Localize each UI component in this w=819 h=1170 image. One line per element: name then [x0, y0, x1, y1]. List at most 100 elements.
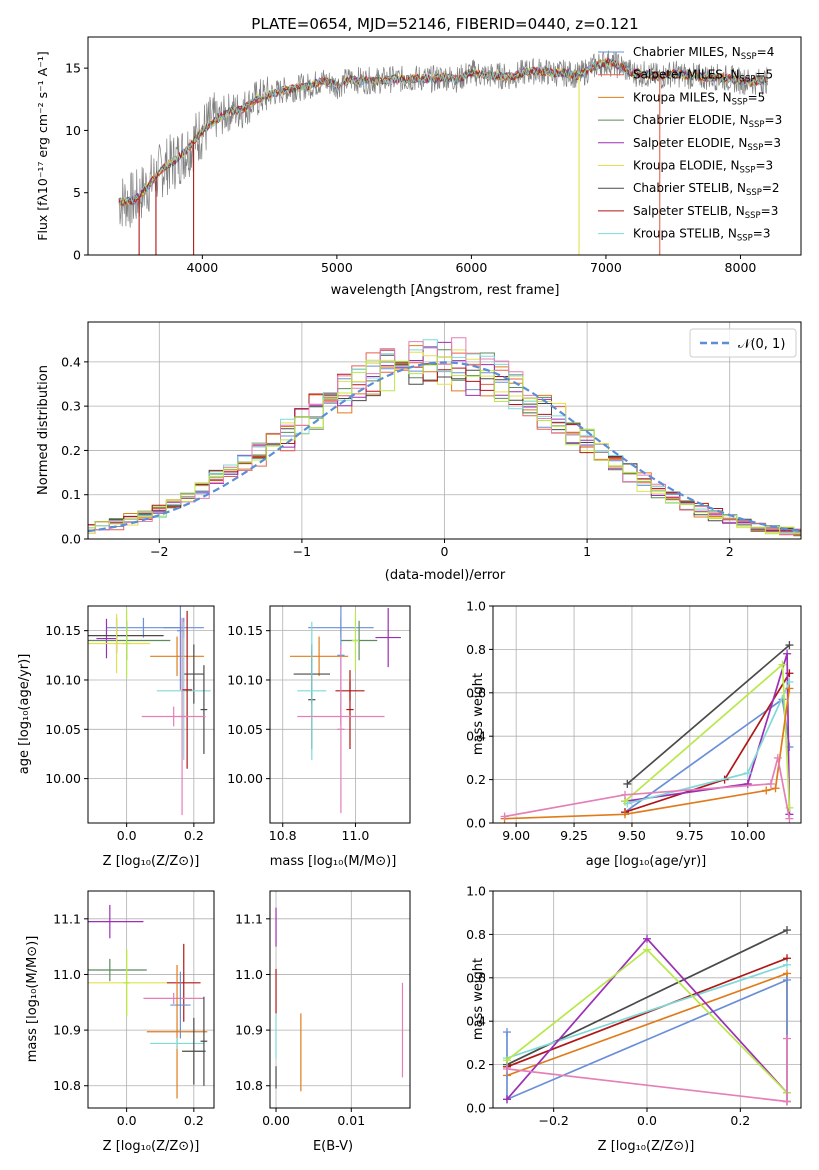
y-tick-label: 10.8: [235, 1078, 263, 1093]
y-tick-label: 0.1: [61, 487, 81, 502]
y-tick-label: 10.15: [227, 623, 263, 638]
mZ-x-label: Z [log₁₀(Z/Z⊙)]: [103, 1139, 200, 1154]
x-tick-label: 2: [726, 544, 734, 559]
age-vs-metallicity-panel: 0.0 0.2 10.00 10.05 10.10 10.15: [45, 605, 215, 843]
normal-curve: [88, 361, 801, 533]
spectrum-y-label: Flux [fλ10⁻¹⁷ erg cm⁻² s⁻¹ A⁻¹]: [35, 51, 50, 240]
ageM-x-label: mass [log₁₀(M/M⊙)]: [270, 854, 397, 869]
y-tick-label: 10.10: [45, 672, 81, 687]
y-tick-label: 15: [65, 61, 81, 76]
y-tick-label: 10.00: [227, 771, 263, 786]
residual-histogram-plot: −2 −1 0 1 2 0.0 0.1 0.2 0.3 0.4: [61, 321, 802, 559]
x-tick-label: −0.2: [538, 1113, 568, 1128]
y-tick-label: 0.3: [61, 399, 81, 414]
x-tick-label: 9.50: [618, 828, 646, 843]
x-tick-label: 5000: [321, 260, 353, 275]
lines: [503, 926, 791, 1106]
y-tick-label: 0.4: [466, 1014, 486, 1029]
legend-label: Kroupa STELIB, NSSP=3: [633, 227, 771, 244]
errorbars: [290, 606, 401, 814]
ageZ-x-label: Z [log₁₀(Z/Z⊙)]: [103, 854, 200, 869]
y-tick-label: 0.6: [466, 970, 486, 985]
x-tick-label: −2: [150, 544, 168, 559]
y-tick-label: 1.0: [466, 599, 486, 614]
x-tick-label: 0.2: [730, 1113, 750, 1128]
errorbars: [88, 904, 208, 1099]
legend-label: Kroupa MILES, NSSP=5: [633, 90, 765, 107]
ageZ-y-label: age [log₁₀(age/yr)]: [17, 654, 32, 775]
axes-frame: [87, 890, 215, 1109]
mwAge-y-label: mass weight: [471, 673, 486, 755]
spectrum-plot: 4000 5000 6000 7000 8000 0 5 10 15: [65, 36, 802, 275]
y-tick-label: 10.05: [45, 722, 81, 737]
histogram-steps: [88, 337, 801, 537]
y-tick-label: 11.0: [235, 967, 263, 982]
y-tick-label: 10.8: [53, 1078, 81, 1093]
mwZ-x-label: Z [log₁₀(Z/Z⊙)]: [598, 1139, 695, 1154]
y-tick-label: 0.0: [466, 816, 486, 831]
y-tick-label: 0.8: [466, 642, 486, 657]
age-vs-mass-panel: 10.8 11.0 10.15 10.10 10.05 10.00: [227, 605, 411, 843]
y-tick-label: 10: [65, 123, 81, 138]
y-tick-label: 11.1: [53, 911, 81, 926]
x-tick-label: 0: [441, 544, 449, 559]
x-tick-label: 6000: [455, 260, 487, 275]
y-tick-label: 1.0: [466, 884, 486, 899]
y-tick-label: 10.15: [45, 623, 81, 638]
legend-label: Chabrier ELODIE, NSSP=3: [633, 113, 782, 130]
lines: [500, 641, 794, 823]
y-tick-label: 10.10: [227, 672, 263, 687]
y-tick-label: 10.00: [45, 771, 81, 786]
spectrum-x-label: wavelength [Angstrom, rest frame]: [331, 283, 560, 298]
histogram-series-8: [88, 339, 801, 533]
y-tick-label: 5: [73, 185, 81, 200]
y-tick-label: 11.1: [235, 911, 263, 926]
y-tick-label: 0.4: [61, 354, 81, 369]
spectrum-title: PLATE=0654, MJD=52146, FIBERID=0440, z=0…: [251, 15, 638, 33]
y-tick-label: 0.4: [466, 729, 486, 744]
mass-vs-metallicity-panel: 0.0 0.2 10.8 10.9 11.0 11.1: [53, 890, 215, 1128]
x-tick-label: 0.0: [117, 828, 137, 843]
y-tick-label: 0: [73, 248, 81, 263]
x-tick-label: 0.00: [262, 1113, 290, 1128]
x-tick-label: 4000: [186, 260, 218, 275]
y-tick-label: 0.0: [61, 532, 81, 547]
x-tick-label: 9.75: [676, 828, 704, 843]
weight-line-2: [506, 963, 788, 1059]
legend-label: Chabrier STELIB, NSSP=2: [633, 181, 780, 198]
errorbars: [88, 606, 211, 816]
mass-vs-extinction-panel: 0.00 0.01 10.8 10.9 11.0 11.1: [235, 890, 411, 1128]
x-tick-label: 11.0: [342, 828, 370, 843]
legend-label: Salpeter MILES, NSSP=5: [633, 68, 773, 85]
axes-frame: [492, 605, 802, 824]
x-tick-label: 0.2: [184, 1113, 204, 1128]
axes-frame: [269, 605, 411, 824]
legend-label: Salpeter STELIB, NSSP=3: [633, 204, 778, 221]
x-tick-label: 0.0: [117, 1113, 137, 1128]
weight-line-3: [624, 653, 791, 815]
mwZ-y-label: mass weight: [471, 958, 486, 1040]
histogram-x-label: (data-model)/error: [385, 568, 506, 583]
y-tick-label: 0.6: [466, 685, 486, 700]
x-tick-label: 9.25: [560, 828, 588, 843]
x-tick-label: 1: [583, 544, 591, 559]
x-tick-label: 10.00: [730, 828, 766, 843]
y-tick-label: 10.9: [53, 1023, 81, 1038]
histogram-legend: 𝒩(0, 1): [689, 328, 797, 358]
weight-line-1: [506, 957, 788, 1068]
axes-frame: [87, 36, 802, 256]
y-tick-label: 0.8: [466, 927, 486, 942]
mZ-y-label: mass [log₁₀(M/M⊙)]: [25, 936, 40, 1063]
x-tick-label: 8000: [725, 260, 757, 275]
weight-line-0: [626, 644, 790, 785]
spectrum-traces: [118, 50, 768, 255]
y-tick-label: 0.2: [466, 772, 486, 787]
y-tick-label: 0.2: [61, 443, 81, 458]
spectrum-panel: PLATE=0654, MJD=52146, FIBERID=0440, z=0…: [35, 15, 802, 298]
mEbv-x-label: E(B-V): [313, 1139, 353, 1154]
mass-weight-vs-age-panel: 9.00 9.25 9.50 9.75 10.00 0.0 0.2 0.4 0.6 0.8 1.0: [466, 599, 802, 843]
mass-weight-vs-metallicity-panel: −0.2 0.0 0.2 0.0 0.2 0.4 0.6 0.8 1.0: [466, 884, 802, 1128]
spectrum-legend: Chabrier MILES, NSSP=4 Salpeter MILES, NS…: [598, 45, 782, 244]
legend-label: Kroupa ELODIE, NSSP=3: [633, 159, 773, 176]
